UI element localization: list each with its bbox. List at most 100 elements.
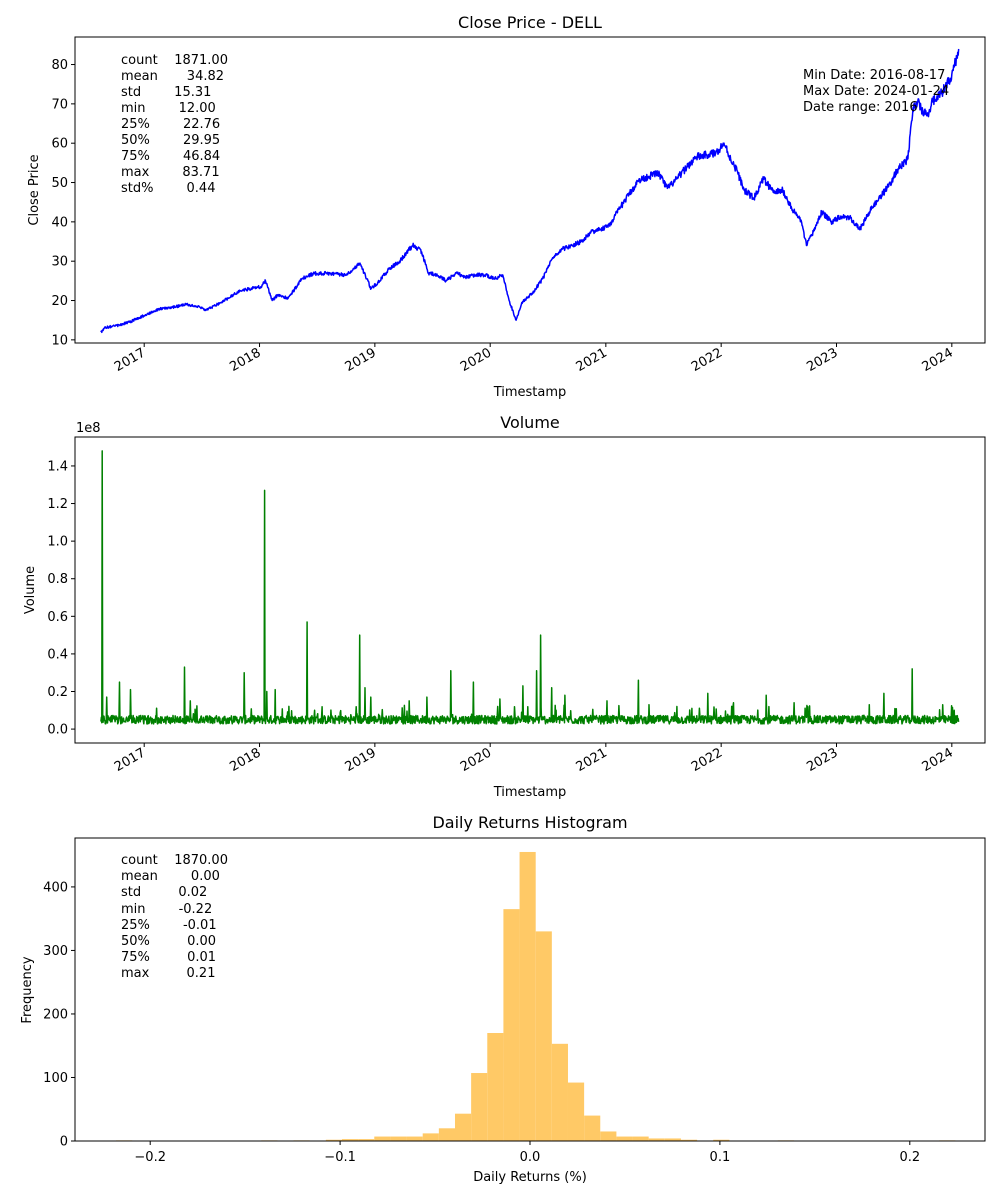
close-price-plot-area <box>74 36 986 344</box>
close-price-y-tick-label: 10 <box>51 333 68 348</box>
histogram-x-tick-label: −0.1 <box>324 1150 356 1165</box>
histogram-bar-group <box>116 851 956 1142</box>
volume-x-tick-label: 2022 <box>689 745 725 775</box>
close-price-x-tick-label: 2018 <box>227 345 263 375</box>
close-price-y-tick-label: 30 <box>51 255 68 270</box>
close-price-y-tick-label: 20 <box>51 294 68 309</box>
volume-offset-label: 1e8 <box>76 421 101 436</box>
close-price-stats-box: count 1871.00 mean 34.82 std 15.31 min 1… <box>121 53 228 196</box>
histogram-x-tick-label: −0.2 <box>134 1150 166 1165</box>
volume-y-tick-label: 1.2 <box>47 497 68 512</box>
close-price-y-axis-label: Close Price <box>27 154 42 225</box>
close-stat-line: count 1871.00 <box>121 53 228 68</box>
close-price-y-tick-label: 50 <box>51 176 68 191</box>
volume-y-tick-label: 0.0 <box>47 723 68 738</box>
histogram-bar <box>374 1136 391 1141</box>
volume-line-group <box>100 450 960 725</box>
volume-x-tick-label: 2020 <box>458 745 494 775</box>
volume-x-tick-label: 2018 <box>227 745 263 775</box>
histogram-x-tick-label: 0.0 <box>520 1150 541 1165</box>
histogram-bar <box>358 1139 375 1141</box>
close-price-line-group <box>100 48 960 334</box>
histogram-y-ticks: 0 100 200 300 400 <box>43 880 75 1150</box>
histogram-bar <box>503 909 520 1141</box>
close-price-date-box: Min Date: 2016-08-17 Max Date: 2024-01-2… <box>803 68 949 115</box>
histogram-bar <box>325 1139 342 1141</box>
histogram-bar <box>664 1138 681 1141</box>
volume-y-axis-label: Volume <box>23 566 38 614</box>
returns-histogram-panel: Daily Returns Histogram 0 100 200 300 400 −0… <box>20 813 986 1185</box>
close-price-y-tick-label: 80 <box>51 58 68 73</box>
histogram-plot-area <box>74 837 986 1142</box>
histogram-bar <box>342 1139 359 1141</box>
close-price-x-tick-label: 2017 <box>112 345 148 375</box>
volume-x-ticks: 2017 2018 2019 2020 2021 2022 2023 2024 <box>112 743 956 775</box>
volume-x-tick-label: 2017 <box>112 745 148 775</box>
histogram-bar <box>616 1136 633 1141</box>
histogram-y-tick-label: 100 <box>43 1071 68 1086</box>
close-stat-line: mean 34.82 <box>121 69 224 84</box>
volume-y-ticks: 0.0 0.2 0.4 0.6 0.8 1.0 1.2 1.4 <box>47 459 75 738</box>
close-price-x-ticks: 2017 2018 2019 2020 2021 2022 2023 2024 <box>112 343 956 375</box>
close-price-x-tick-label: 2020 <box>458 345 494 375</box>
volume-x-tick-label: 2023 <box>804 745 840 775</box>
close-stat-line: max 83.71 <box>121 165 220 180</box>
close-price-x-tick-label: 2021 <box>574 345 610 375</box>
close-stat-line: 75% 46.84 <box>121 149 220 164</box>
close-price-title: Close Price - DELL <box>458 13 602 32</box>
hist-stat-line: min -0.22 <box>121 902 212 917</box>
histogram-bar <box>567 1082 585 1141</box>
histogram-bar <box>551 1043 568 1141</box>
histogram-bar <box>487 1033 504 1141</box>
close-price-panel: Close Price - DELL 10 20 30 40 50 60 70 80 2017… <box>27 13 986 400</box>
volume-x-tick-label: 2019 <box>343 745 379 775</box>
close-stat-line: 50% 29.95 <box>121 133 220 148</box>
close-price-x-axis-label: Timestamp <box>493 385 567 400</box>
histogram-bar <box>422 1133 439 1141</box>
close-price-x-tick-label: 2023 <box>804 345 840 375</box>
histogram-bar <box>438 1128 455 1141</box>
hist-stat-line: 75% 0.01 <box>121 950 216 965</box>
volume-y-tick-label: 0.6 <box>47 610 68 625</box>
close-stat-line: 25% 22.76 <box>121 117 220 132</box>
date-range-label: Date range: 2016 <box>803 100 918 115</box>
histogram-y-tick-label: 200 <box>43 1007 68 1022</box>
histogram-stats-box: count 1870.00 mean 0.00 std 0.02 min -0.… <box>121 853 228 981</box>
hist-stat-line: mean 0.00 <box>121 869 220 884</box>
close-price-y-tick-label: 40 <box>51 215 68 230</box>
histogram-title: Daily Returns Histogram <box>432 813 627 832</box>
volume-series-line <box>100 450 960 725</box>
volume-x-tick-label: 2024 <box>920 745 956 775</box>
volume-y-tick-label: 0.8 <box>47 572 68 587</box>
hist-stat-line: 50% 0.00 <box>121 934 216 949</box>
volume-x-tick-label: 2021 <box>574 745 610 775</box>
histogram-bar <box>584 1115 601 1141</box>
histogram-x-tick-label: 0.2 <box>899 1150 920 1165</box>
histogram-bar <box>680 1139 698 1141</box>
min-date-label: Min Date: 2016-08-17 <box>803 68 945 83</box>
histogram-bar <box>406 1136 423 1141</box>
close-price-series-line <box>100 48 960 334</box>
histogram-bar <box>390 1136 407 1141</box>
close-price-x-tick-label: 2019 <box>343 345 379 375</box>
histogram-bar <box>600 1131 617 1141</box>
volume-y-tick-label: 1.0 <box>47 535 68 550</box>
histogram-bar <box>471 1073 488 1141</box>
histogram-x-ticks: −0.2 −0.1 0.0 0.1 0.2 <box>134 1141 920 1165</box>
close-price-y-tick-label: 70 <box>51 97 68 112</box>
histogram-bar <box>648 1138 665 1141</box>
close-price-y-ticks: 10 20 30 40 50 60 70 80 <box>51 58 75 348</box>
close-price-y-tick-label: 60 <box>51 137 68 152</box>
histogram-y-axis-label: Frequency <box>20 956 35 1023</box>
close-price-x-tick-label: 2024 <box>920 345 956 375</box>
close-stat-line: min 12.00 <box>121 101 216 116</box>
histogram-x-axis-label: Daily Returns (%) <box>473 1170 587 1185</box>
close-stat-line: std 15.31 <box>121 85 211 100</box>
histogram-bar <box>519 851 536 1141</box>
volume-y-tick-label: 0.2 <box>47 685 68 700</box>
histogram-bar <box>713 1139 730 1141</box>
histogram-x-tick-label: 0.1 <box>710 1150 731 1165</box>
hist-stat-line: 25% -0.01 <box>121 918 217 933</box>
histogram-bar <box>535 931 552 1141</box>
